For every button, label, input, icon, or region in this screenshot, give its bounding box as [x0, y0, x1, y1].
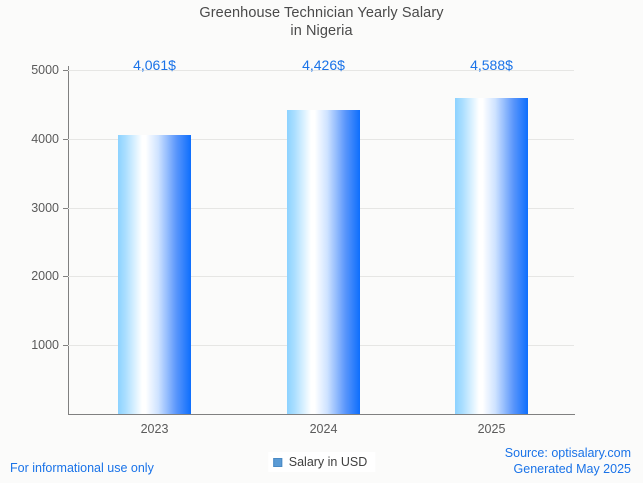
tick-mark	[63, 207, 68, 209]
y-tick-label: 3000	[31, 200, 59, 215]
gridline	[68, 70, 574, 71]
tick-mark	[63, 276, 68, 278]
bar-2024[interactable]	[287, 109, 360, 414]
bar-value-2025: 4,588$	[470, 57, 513, 73]
bar-value-2023: 4,061$	[133, 57, 176, 73]
y-tick-label: 2000	[31, 269, 59, 284]
x-tick-label-2024: 2024	[309, 422, 338, 436]
bar-2025[interactable]	[455, 98, 528, 414]
y-tick-label: 1000	[31, 338, 59, 353]
source-attribution: Source: optisalary.com Generated May 202…	[505, 445, 631, 477]
x-axis-line	[68, 414, 575, 415]
source-link[interactable]: Source: optisalary.com	[504, 446, 631, 460]
disclaimer-text: For informational use only	[10, 461, 154, 475]
chart-title: Greenhouse Technician Yearly Salary in N…	[0, 4, 643, 40]
generated-date: Generated May 2025	[513, 462, 631, 476]
tick-mark	[63, 70, 68, 71]
chart-legend[interactable]: Salary in USD	[267, 452, 376, 472]
plot-area: 5000 4000 3000 2000 1000 4,061$ 4,42	[31, 57, 574, 436]
tick-mark	[63, 138, 68, 140]
legend-swatch-icon	[272, 457, 282, 467]
x-tick-label-2023: 2023	[140, 422, 169, 436]
tick-mark	[63, 345, 68, 347]
bar-value-2024: 4,426$	[302, 57, 345, 73]
legend-label: Salary in USD	[288, 455, 368, 469]
y-tick-label: 4000	[31, 131, 59, 146]
chart-title-line-2: in Nigeria	[290, 23, 353, 39]
bar-2023[interactable]	[118, 134, 191, 414]
y-axis-line	[68, 66, 69, 415]
y-tick-label: 5000	[31, 63, 59, 77]
chart-title-line-1: Greenhouse Technician Yearly Salary	[199, 5, 444, 21]
x-tick-label-2025: 2025	[477, 422, 506, 436]
